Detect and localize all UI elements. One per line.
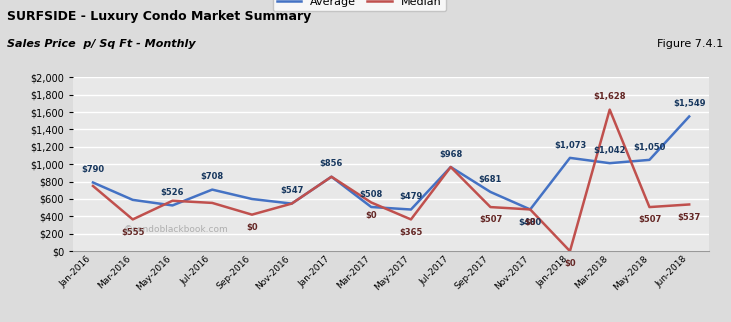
Text: $1,050: $1,050 — [633, 143, 666, 152]
Text: $547: $547 — [280, 186, 303, 195]
Text: $555: $555 — [121, 228, 145, 237]
Text: $1,042: $1,042 — [594, 146, 626, 155]
Text: $790: $790 — [81, 165, 105, 174]
Text: $507: $507 — [638, 215, 661, 224]
Text: $1,628: $1,628 — [594, 92, 626, 101]
Text: $526: $526 — [161, 188, 184, 197]
Text: SURFSIDE - Luxury Condo Market Summary: SURFSIDE - Luxury Condo Market Summary — [7, 10, 311, 23]
Text: $0: $0 — [524, 218, 536, 227]
Text: $0: $0 — [366, 211, 377, 220]
Text: $1,549: $1,549 — [673, 99, 705, 108]
Text: $856: $856 — [319, 159, 343, 168]
Text: $508: $508 — [360, 190, 383, 199]
Text: $968: $968 — [439, 150, 462, 159]
Text: $1,073: $1,073 — [554, 140, 586, 149]
Text: $537: $537 — [678, 213, 701, 222]
Text: $0: $0 — [246, 223, 258, 232]
Text: Sales Price  p/ Sq Ft - Monthly: Sales Price p/ Sq Ft - Monthly — [7, 39, 196, 49]
Text: $507: $507 — [479, 215, 502, 224]
Text: $365: $365 — [399, 228, 423, 237]
Text: $480: $480 — [518, 218, 542, 227]
Text: Figure 7.4.1: Figure 7.4.1 — [657, 39, 724, 49]
Text: $708: $708 — [200, 172, 224, 181]
Text: $681: $681 — [479, 175, 502, 184]
Legend: Average, Median: Average, Median — [273, 0, 446, 11]
Text: ©condoblackbook.com: ©condoblackbook.com — [124, 225, 229, 234]
Text: $479: $479 — [399, 192, 423, 201]
Text: $0: $0 — [564, 260, 576, 269]
